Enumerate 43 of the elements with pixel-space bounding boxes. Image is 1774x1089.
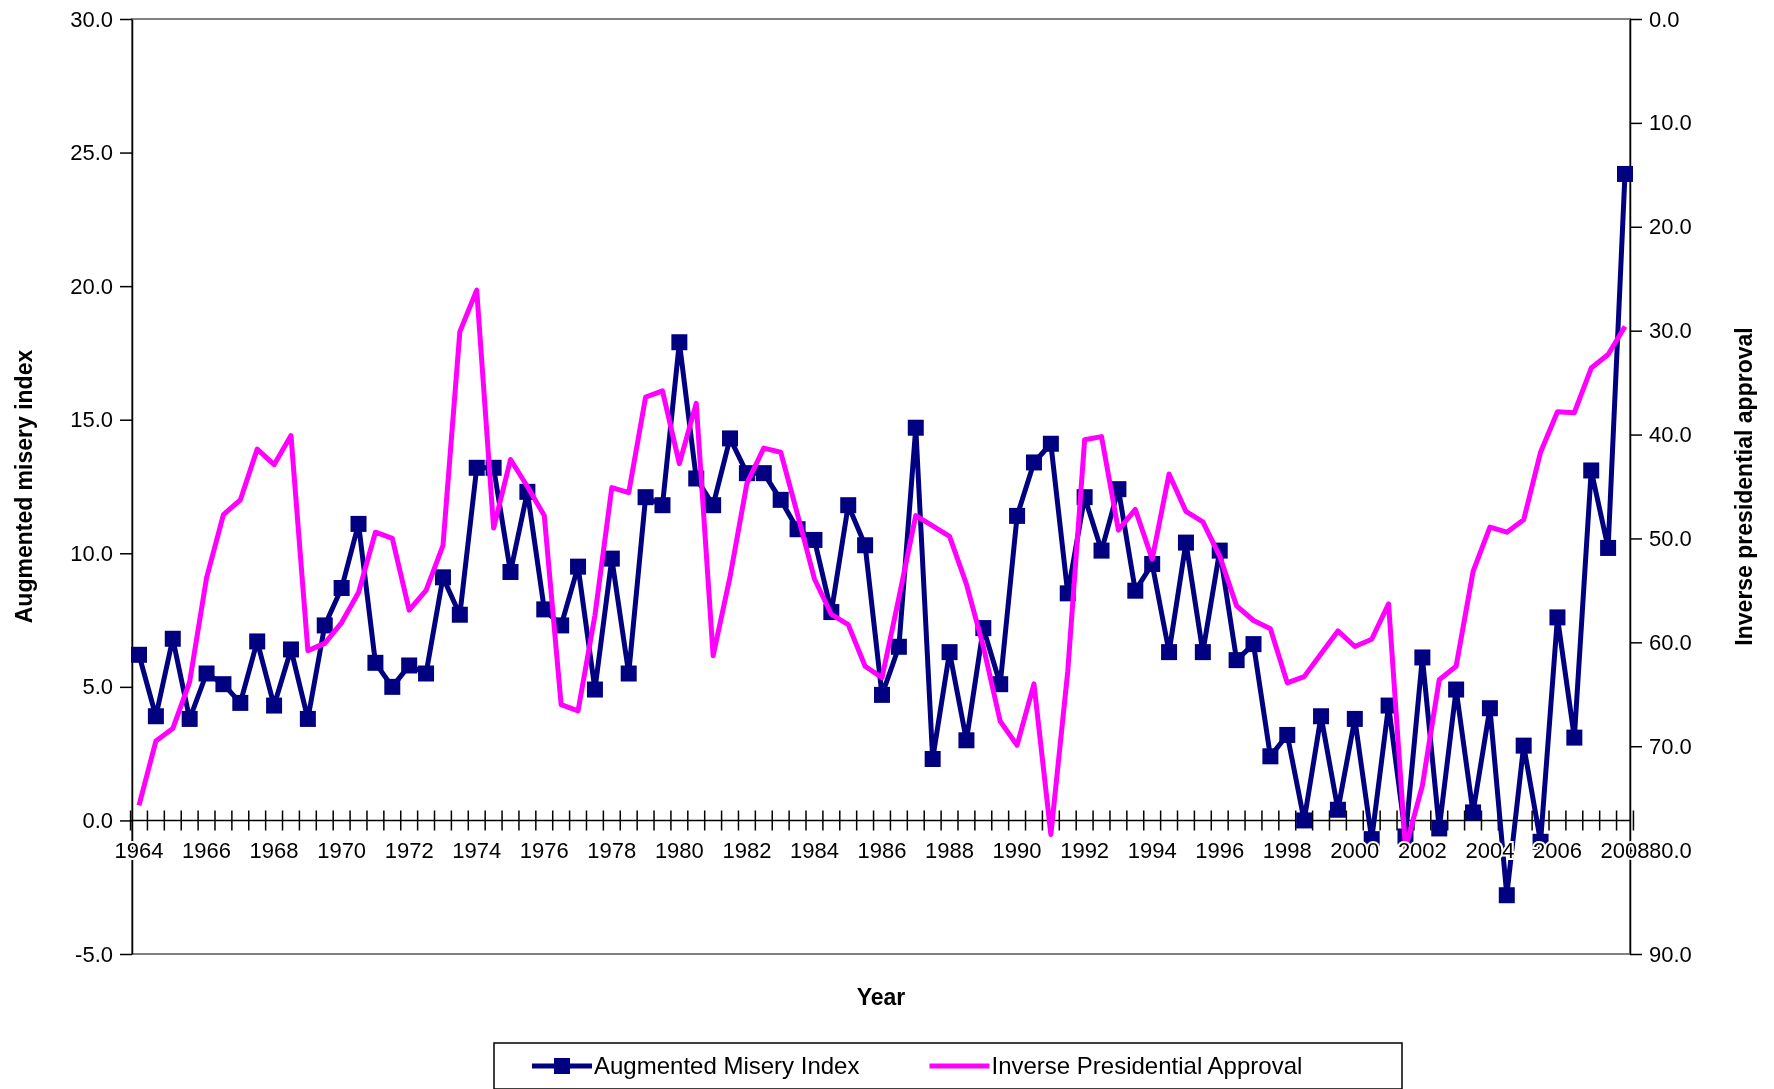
y2-tick-label: 60.0: [1649, 629, 1692, 655]
y2-tick-label: 20.0: [1649, 214, 1692, 240]
y2-tick-label: 90.0: [1649, 941, 1692, 967]
x-tick-label: 1992: [1060, 838, 1110, 864]
x-tick-label: 2000: [1330, 838, 1380, 864]
x-tick-label: 1978: [587, 838, 637, 864]
x-tick-label: 1994: [1127, 838, 1177, 864]
y-tick-label: 20.0: [70, 273, 113, 299]
x-tick-label: 1990: [992, 838, 1042, 864]
y-tick-label: 10.0: [70, 540, 113, 566]
x-tick-label: 1966: [182, 838, 232, 864]
y-tick-label: 15.0: [70, 407, 113, 433]
x-tick-label: 1972: [384, 838, 434, 864]
x-tick-label: 1986: [857, 838, 907, 864]
y2-tick-label: 70.0: [1649, 733, 1692, 759]
legend-label: Augmented Misery Index: [594, 1052, 860, 1079]
x-axis-title: Year: [856, 984, 906, 1010]
x-tick-label: 1984: [789, 838, 839, 864]
legend-label: Inverse Presidential Approval: [991, 1052, 1303, 1079]
y-tick-label: 5.0: [82, 674, 113, 700]
y2-tick-label: 0.0: [1649, 6, 1680, 32]
y2-tick-label: 30.0: [1649, 318, 1692, 344]
x-tick-label: 1982: [722, 838, 772, 864]
x-tick-label: 1976: [519, 838, 569, 864]
x-tick-label: 2002: [1397, 838, 1447, 864]
x-tick-label: 1980: [654, 838, 704, 864]
y-tick-label: 30.0: [70, 6, 113, 32]
y2-axis-title: Inverse presidential approval: [1731, 327, 1757, 646]
y-tick-label: 0.0: [82, 807, 113, 833]
x-tick-label: 1998: [1262, 838, 1312, 864]
x-tick-label: 1988: [925, 838, 975, 864]
x-tick-label: 1996: [1195, 838, 1245, 864]
y-axis-title: Augmented misery index: [11, 349, 37, 624]
x-tick-label: 2006: [1532, 838, 1582, 864]
y2-tick-label: 50.0: [1649, 525, 1692, 551]
y2-tick-label: 10.0: [1649, 110, 1692, 136]
y-tick-label: -5.0: [75, 941, 113, 967]
y2-tick-label: 40.0: [1649, 422, 1692, 448]
x-tick-label: 1970: [317, 838, 367, 864]
y-tick-label: 25.0: [70, 140, 113, 166]
y2-tick-label: 80.0: [1649, 837, 1692, 863]
x-tick-label: 1974: [452, 838, 502, 864]
x-tick-label: 1968: [249, 838, 299, 864]
